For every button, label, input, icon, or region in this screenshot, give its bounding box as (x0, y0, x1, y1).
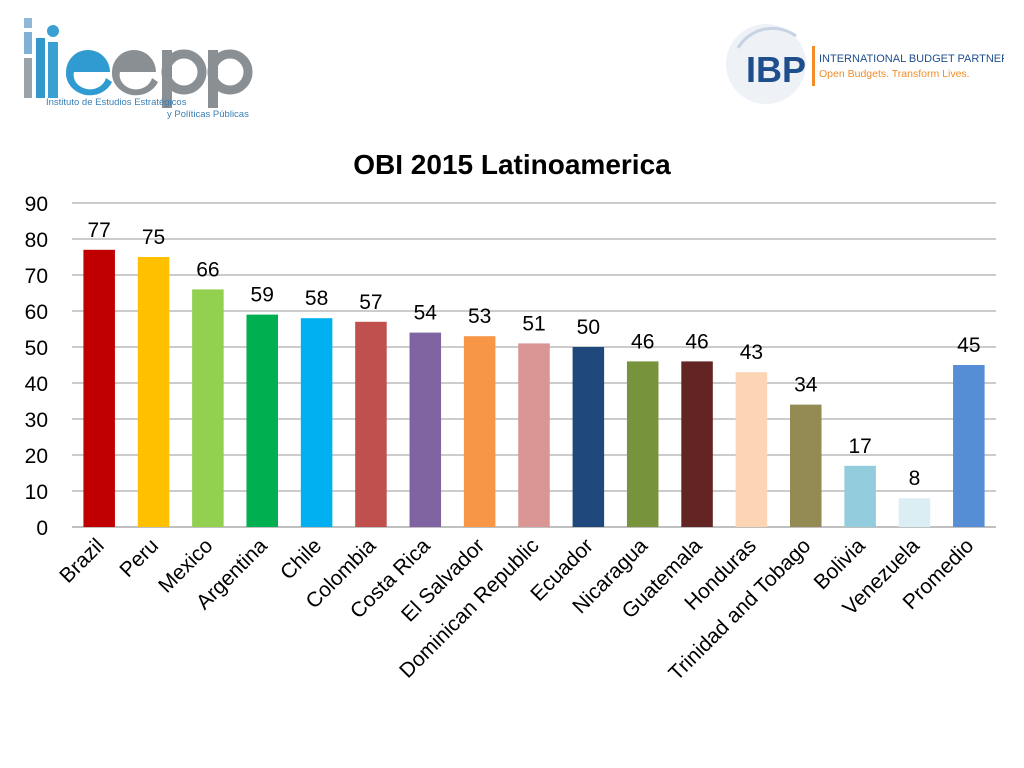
y-tick-label: 0 (36, 517, 48, 540)
bar (953, 365, 985, 527)
y-tick-label: 30 (25, 409, 48, 432)
x-tick-label: Brazil (55, 534, 108, 587)
ieepp-line2: y Políticas Públicas (167, 109, 249, 119)
y-tick-label: 60 (25, 301, 48, 324)
x-tick-label: Peru (115, 534, 163, 582)
bar (246, 314, 278, 527)
y-tick-label: 90 (25, 193, 48, 216)
ibp-logo: IBP INTERNATIONAL BUDGET PARTNERSHIP Ope… (722, 18, 1024, 113)
y-tick-label: 20 (25, 445, 48, 468)
ieepp-logo: Instituto de Estudios Estratégicos y Pol… (22, 14, 272, 120)
data-label: 46 (685, 330, 708, 353)
data-label: 34 (794, 374, 818, 397)
data-label: 77 (87, 219, 110, 242)
data-label: 50 (577, 316, 600, 339)
ieepp-logo-graphic: Instituto de Estudios Estratégicos y Pol… (24, 18, 253, 120)
bar (572, 347, 605, 527)
y-tick-label: 10 (25, 481, 48, 504)
bars (83, 249, 985, 528)
bar (844, 465, 876, 527)
ibp-abbr: IBP (746, 49, 806, 90)
data-label: 54 (414, 302, 438, 325)
data-label: 59 (251, 284, 274, 307)
y-tick-label: 40 (25, 373, 48, 396)
data-label: 46 (631, 330, 654, 353)
data-label: 17 (848, 435, 871, 458)
y-axis: 0 10 20 30 40 50 60 70 80 90 (25, 193, 48, 540)
ieepp-line1: Instituto de Estudios Estratégicos (46, 97, 187, 108)
data-labels: 77 75 66 59 58 57 54 53 51 50 46 46 43 34 17 8 45 (87, 219, 980, 490)
y-tick-label: 80 (25, 229, 48, 252)
data-label: 51 (522, 312, 545, 335)
bar (898, 498, 931, 527)
bar (626, 361, 659, 527)
ibp-logo-graphic: IBP INTERNATIONAL BUDGET PARTNERSHIP Ope… (726, 24, 1024, 104)
ibp-tagline: Open Budgets. Transform Lives. (819, 68, 970, 80)
data-label: 75 (142, 226, 165, 249)
data-label: 8 (909, 467, 921, 490)
y-tick-label: 70 (25, 265, 48, 288)
bar (409, 332, 442, 527)
bar (463, 336, 496, 527)
ibp-name: INTERNATIONAL BUDGET PARTNERSHIP (819, 53, 1004, 65)
x-tick-label: Chile (276, 534, 326, 584)
bar (355, 321, 387, 527)
data-label: 53 (468, 305, 491, 328)
y-tick-label: 50 (25, 337, 48, 360)
bar (137, 257, 170, 527)
data-label: 43 (740, 341, 763, 364)
data-label: 58 (305, 287, 328, 310)
bar (681, 361, 713, 527)
data-label: 66 (196, 258, 219, 281)
bar (735, 372, 768, 527)
bar (192, 289, 224, 527)
chart-title: OBI 2015 Latinoamerica (353, 149, 671, 180)
data-label: 45 (957, 334, 980, 357)
data-label: 57 (359, 291, 382, 314)
bar (518, 343, 550, 527)
bar (83, 249, 115, 528)
bar (300, 318, 333, 527)
bar (790, 404, 822, 527)
